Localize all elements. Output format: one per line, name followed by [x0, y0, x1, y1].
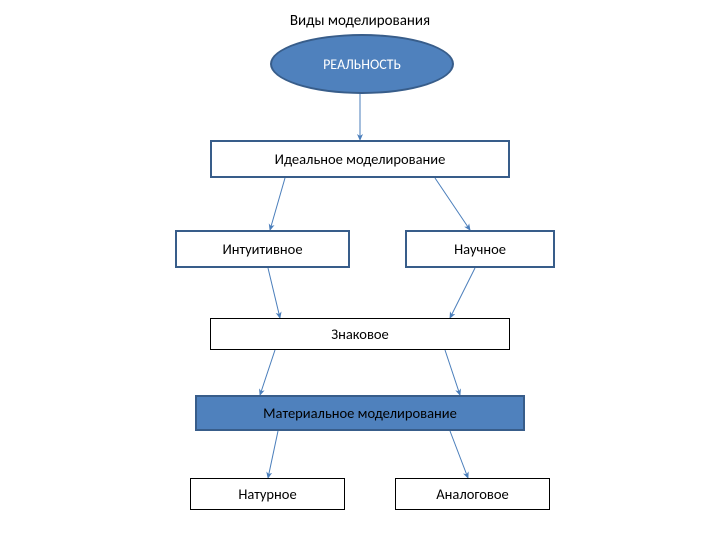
- node-material-label: Материальное моделирование: [263, 404, 457, 422]
- node-ideal: Идеальное моделирование: [210, 140, 510, 178]
- node-material: Материальное моделирование: [195, 395, 525, 431]
- node-reality-label: РЕАЛЬНОСТЬ: [323, 56, 401, 73]
- node-intuitive: Интуитивное: [175, 230, 350, 268]
- node-intuitive-label: Интуитивное: [222, 240, 302, 258]
- diagram-title: Виды моделирования: [260, 12, 460, 30]
- node-natural-label: Натурное: [238, 485, 296, 503]
- node-analog-label: Аналоговое: [436, 485, 508, 503]
- node-scientific-label: Научное: [454, 240, 506, 258]
- node-reality: РЕАЛЬНОСТЬ: [270, 34, 454, 94]
- node-sign: Знаковое: [210, 318, 510, 350]
- diagram-canvas: Виды моделирования РЕАЛЬНОСТЬ Идеальное …: [0, 0, 720, 540]
- node-scientific: Научное: [405, 230, 555, 268]
- node-natural: Натурное: [190, 478, 345, 510]
- node-sign-label: Знаковое: [331, 325, 389, 343]
- node-analog: Аналоговое: [395, 478, 550, 510]
- node-ideal-label: Идеальное моделирование: [275, 150, 446, 168]
